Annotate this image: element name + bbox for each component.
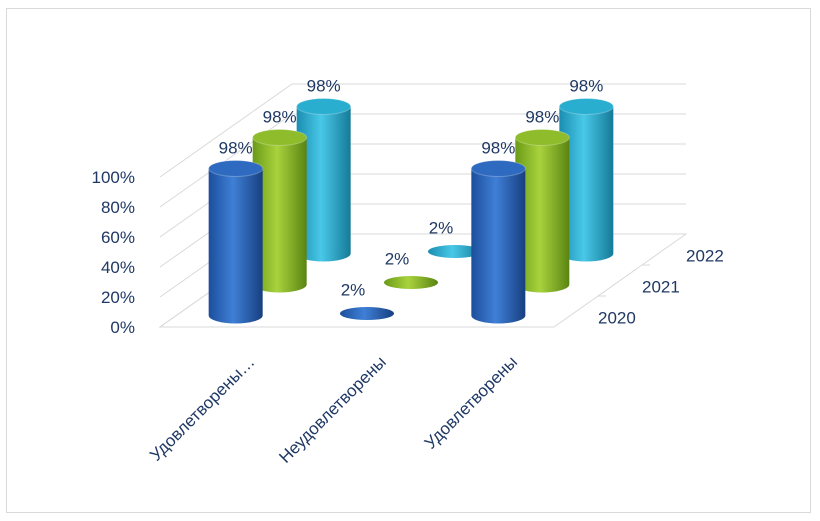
series-label: 2022 [686, 247, 724, 266]
data-label: 98% [263, 108, 297, 127]
bar-top [428, 245, 482, 258]
bar-body [252, 137, 307, 293]
bar-top [470, 160, 526, 177]
y-tick-label: 40% [101, 258, 135, 277]
data-label: 98% [569, 77, 603, 96]
bar-body [559, 106, 614, 262]
bar-top [514, 129, 570, 146]
series-label: 2021 [642, 278, 680, 297]
data-label: 2% [429, 219, 454, 238]
category-label: Удовлетворены [421, 352, 521, 452]
series-label: 2020 [598, 309, 636, 328]
bar-top [558, 98, 614, 115]
bar: 98% [558, 77, 614, 262]
y-tick-label: 0% [110, 318, 135, 337]
grid-line [159, 83, 686, 178]
bar: 2% [428, 219, 482, 258]
y-axis-ticks: 0% 20% 40% 60% 80% 100% [92, 168, 135, 337]
grid-line [159, 113, 686, 208]
bar-body [296, 106, 351, 262]
bars: 98% 2% 98% 98% 2% 98% 98% 2% 98% [208, 77, 614, 324]
data-label: 98% [307, 77, 341, 96]
bar-top [252, 129, 308, 146]
series-depth-labels: 2020 2021 2022 [598, 247, 724, 328]
bar: 98% [252, 108, 308, 293]
bar-top [296, 98, 352, 115]
y-tick-label: 100% [92, 168, 135, 187]
bar: 98% [296, 77, 352, 262]
category-label: Неудовлетворены [275, 352, 389, 466]
bar-top [208, 160, 264, 177]
chart-frame [6, 8, 811, 513]
bar: 2% [340, 281, 394, 320]
data-label: 98% [219, 139, 253, 158]
data-label: 2% [385, 250, 410, 269]
bar-body [515, 137, 570, 293]
category-labels: Удовлетворены… Неудовлетворены Удовлетворе… [146, 352, 521, 466]
data-label: 98% [481, 139, 515, 158]
y-tick-label: 20% [101, 288, 135, 307]
bar: 98% [514, 108, 570, 293]
bar-body [208, 168, 263, 324]
bar-body [471, 168, 526, 324]
bar: 98% [208, 139, 264, 324]
y-tick-label: 80% [101, 198, 135, 217]
data-label: 98% [525, 108, 559, 127]
y-tick-label: 60% [101, 228, 135, 247]
bar: 98% [470, 139, 526, 324]
bar-top [384, 276, 438, 289]
bar: 2% [384, 250, 438, 289]
bar-top [340, 307, 394, 320]
data-label: 2% [341, 281, 366, 300]
category-label: Удовлетворены… [146, 352, 258, 464]
